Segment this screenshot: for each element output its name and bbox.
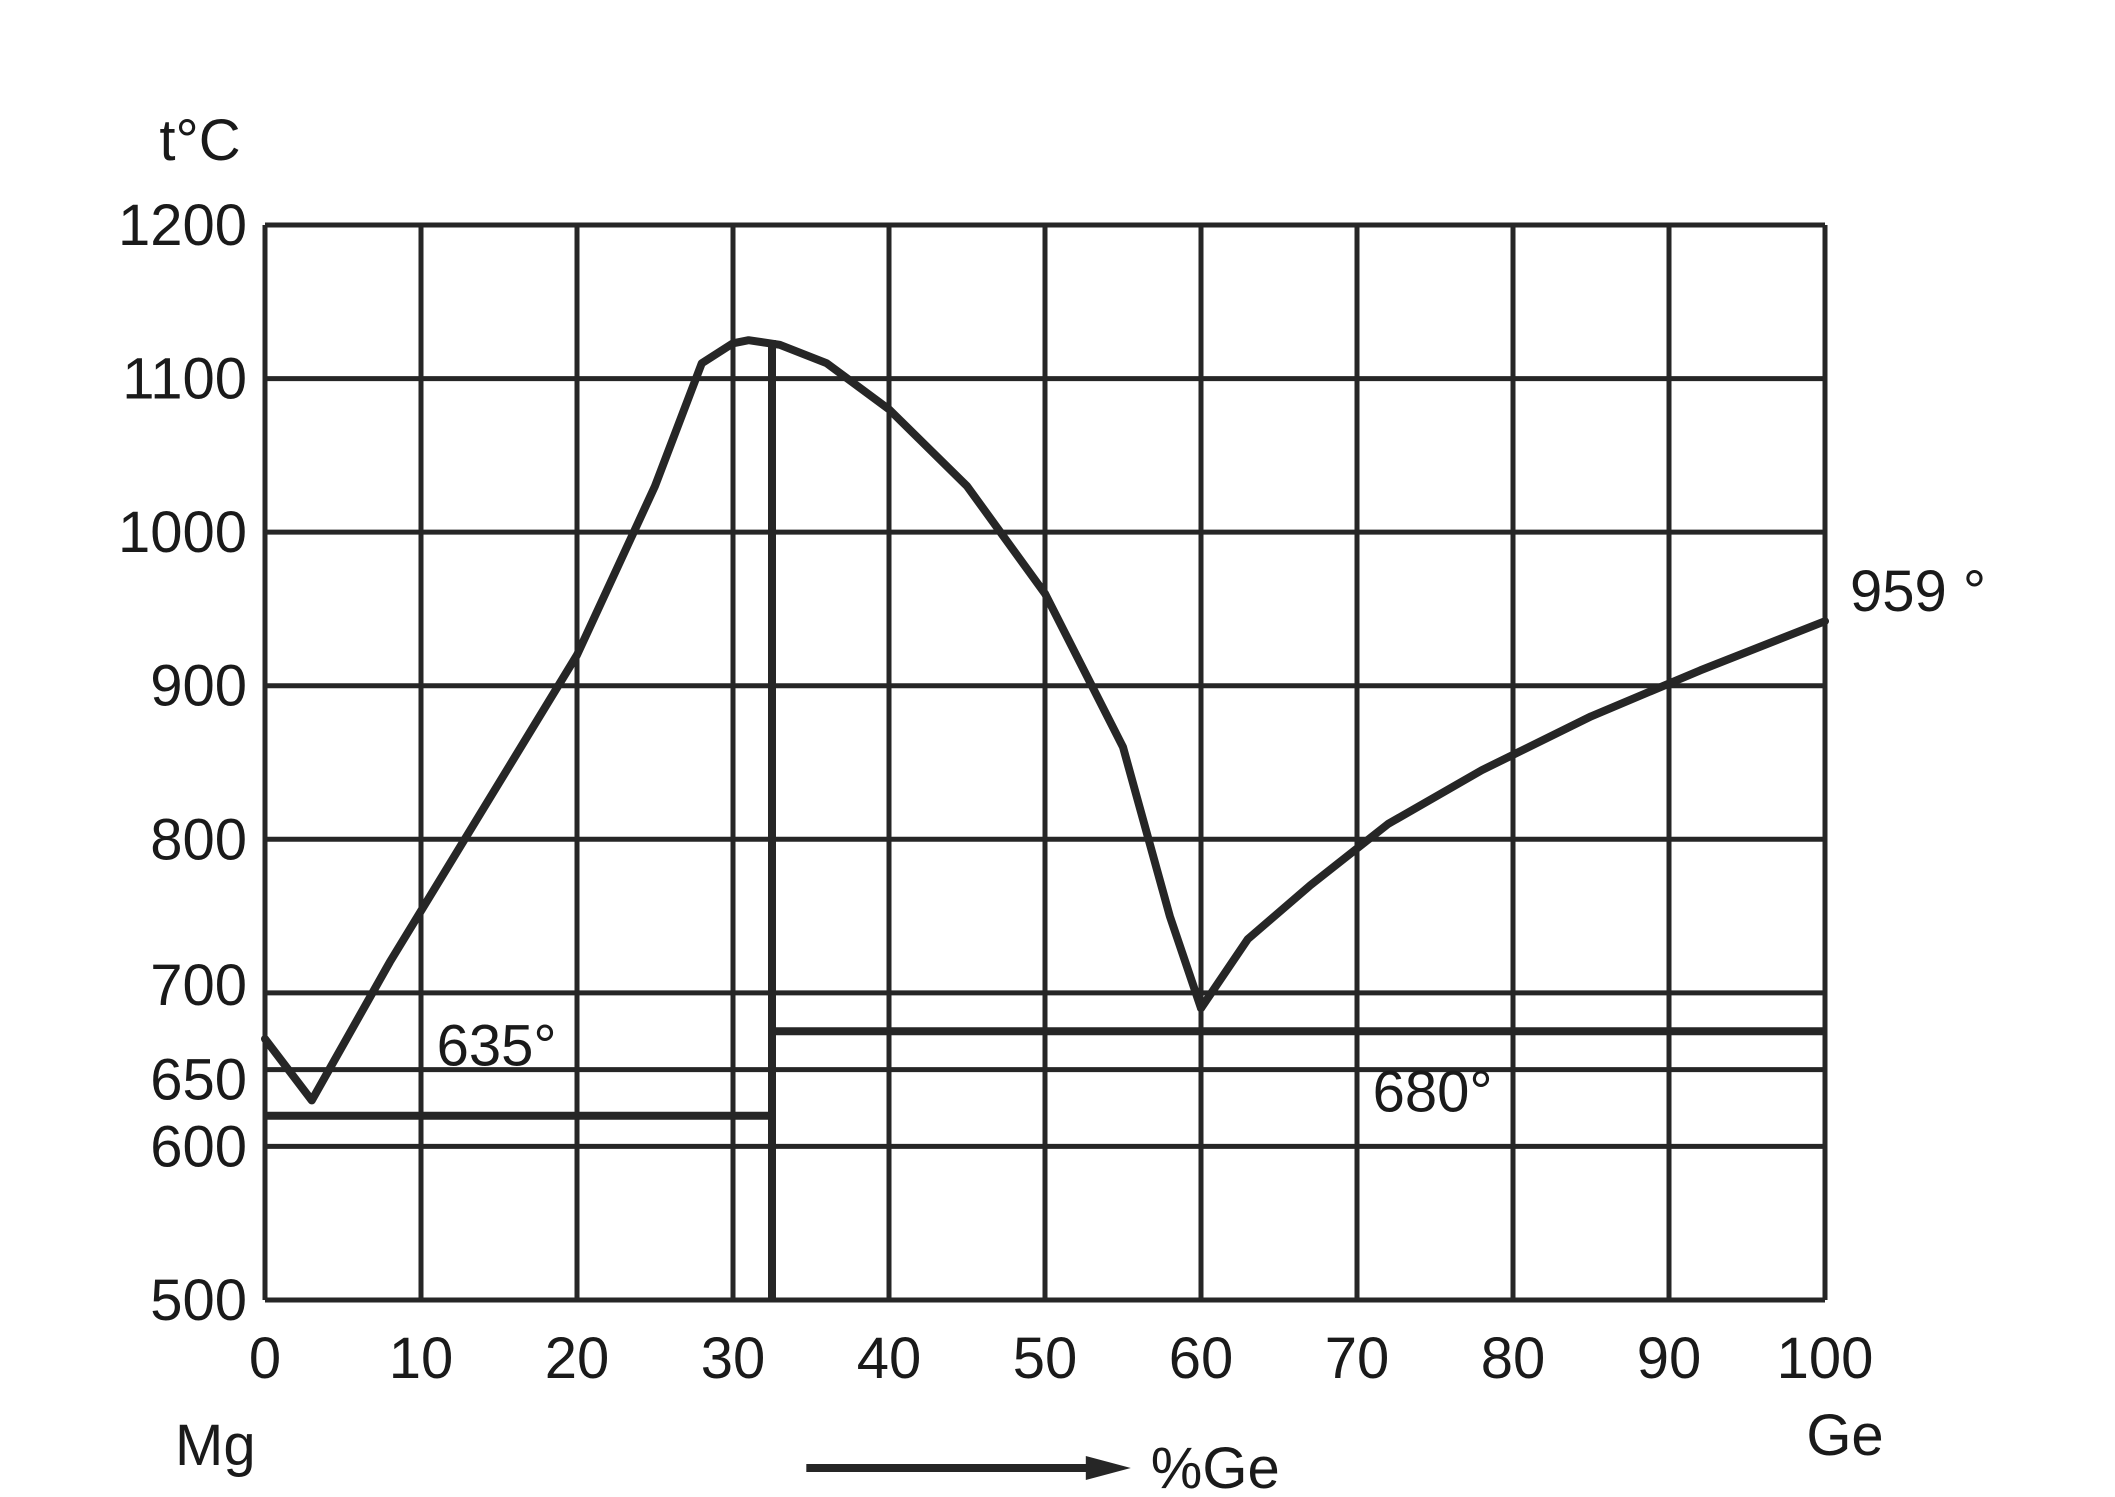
y-tick-label-800: 800: [150, 807, 247, 872]
x-tick-label-100: 100: [1777, 1326, 1874, 1391]
y-tick-label-900: 900: [150, 654, 247, 719]
eutectic-label-2: 680°: [1373, 1059, 1493, 1124]
y-tick-label-500: 500: [150, 1268, 247, 1333]
y-tick-label-700: 700: [150, 953, 247, 1018]
x-tick-label-30: 30: [701, 1326, 766, 1391]
y-tick-label-650: 650: [150, 1048, 247, 1113]
grid: [262, 222, 1828, 1303]
liquidus-curve-2: [1197, 617, 1829, 1013]
y-tick-label-1000: 1000: [118, 500, 247, 565]
x-tick-label-60: 60: [1169, 1326, 1234, 1391]
x-axis-arrow-head: [1085, 1456, 1131, 1480]
ge-melting-point-label: 959 °: [1850, 559, 1986, 624]
x-left-component-label: Mg: [175, 1413, 256, 1478]
plot-lines: [261, 336, 1829, 1300]
x-tick-label-70: 70: [1325, 1326, 1390, 1391]
liquidus-curve-1: [261, 336, 1205, 1105]
x-axis-title: %Ge: [1151, 1436, 1280, 1497]
x-tick-label-80: 80: [1481, 1326, 1546, 1391]
x-tick-label-40: 40: [857, 1326, 922, 1391]
eutectic-label-1: 635°: [437, 1014, 557, 1079]
y-tick-label-1200: 1200: [118, 193, 247, 258]
y-tick-label-1100: 1100: [122, 347, 247, 412]
x-tick-label-90: 90: [1637, 1326, 1702, 1391]
x-right-component-label: Ge: [1806, 1403, 1883, 1468]
y-axis-title: t°C: [159, 108, 240, 173]
x-tick-label-50: 50: [1013, 1326, 1078, 1391]
x-tick-label-0: 0: [249, 1326, 281, 1391]
x-tick-label-10: 10: [389, 1326, 454, 1391]
x-tick-label-20: 20: [545, 1326, 610, 1391]
y-tick-label-600: 600: [150, 1114, 247, 1179]
